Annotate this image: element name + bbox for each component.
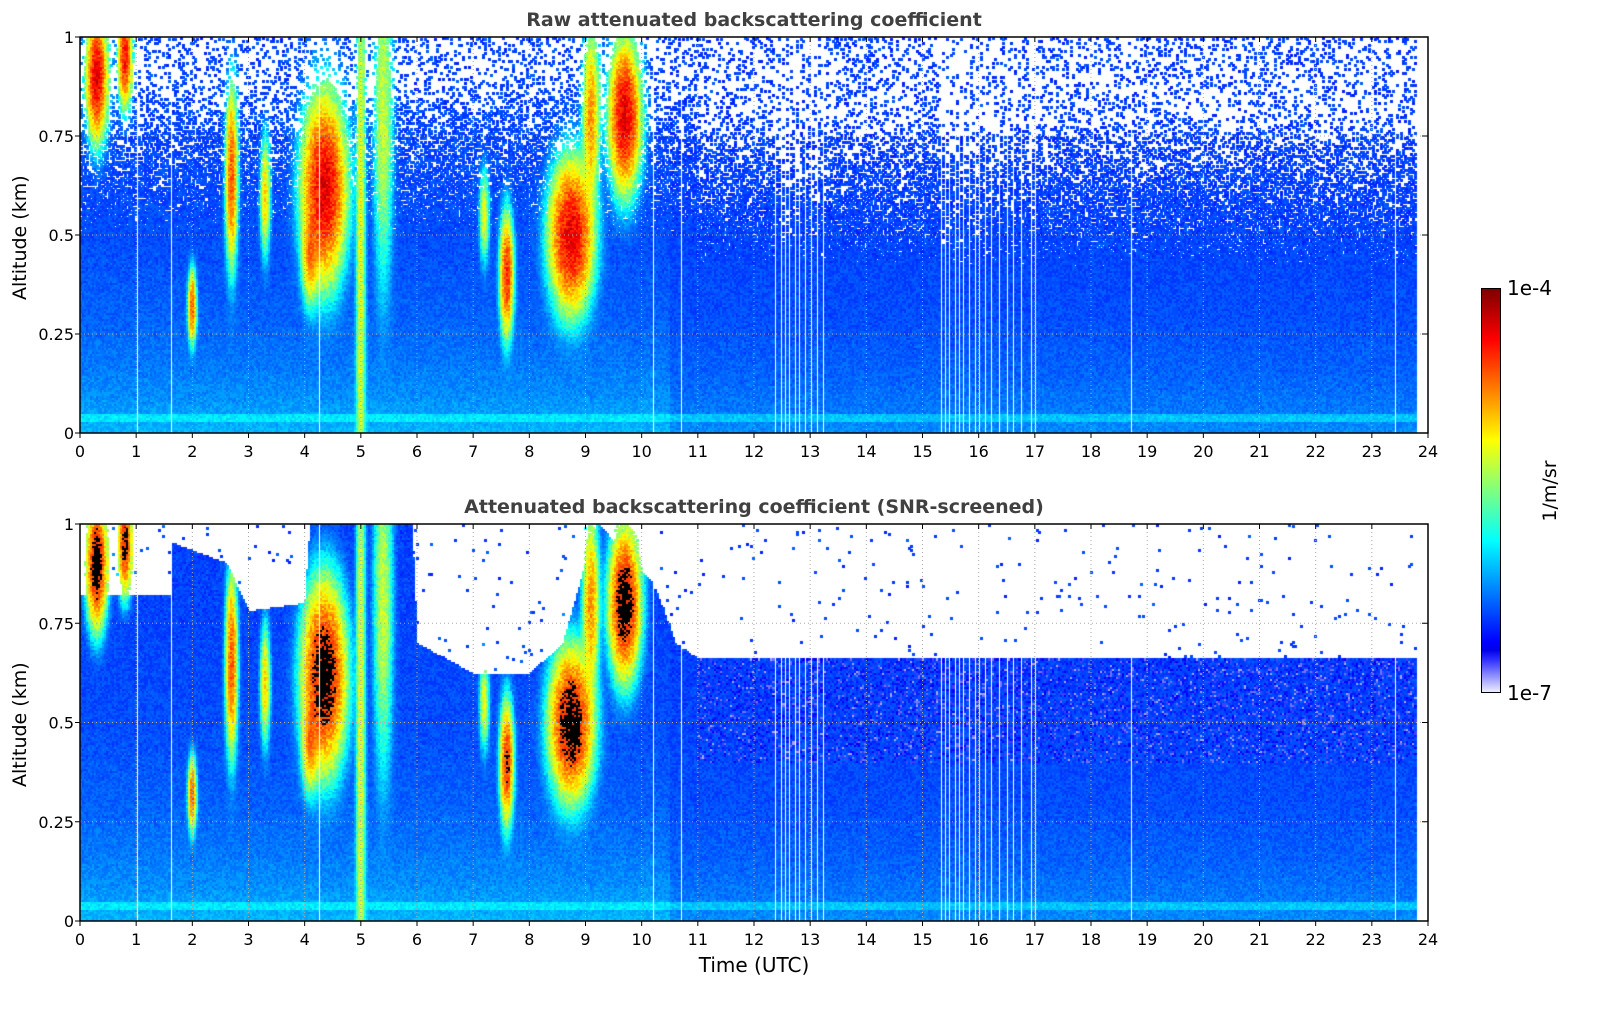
x-tick-label: 1 — [131, 442, 141, 461]
y-tick-label: 0.75 — [38, 127, 74, 146]
x-tick-label: 15 — [912, 930, 932, 949]
axes: 0 1 2 3 4 5 6 7 8 9 10 11 12 13 14 15 16 17 18 19 20 21 22 23 24… — [38, 28, 1438, 461]
top-chart-title: Raw attenuated backscattering coefficien… — [526, 9, 982, 31]
x-tick-label: 13 — [800, 930, 820, 949]
x-tick-label: 14 — [856, 442, 876, 461]
x-tick-label: 4 — [300, 442, 310, 461]
y-tick-label: 0.5 — [49, 714, 74, 733]
y-tick-label: 0.25 — [38, 813, 74, 832]
x-tick-label: 22 — [1305, 930, 1325, 949]
y-tick-label: 0.5 — [49, 226, 74, 245]
plot-frame — [79, 36, 1429, 434]
x-tick-label: 24 — [1418, 930, 1438, 949]
x-tick-label: 6 — [412, 442, 422, 461]
x-tick-label: 10 — [631, 930, 651, 949]
x-tick-label: 7 — [468, 930, 478, 949]
x-tick-label: 5 — [356, 930, 366, 949]
x-tick-label: 12 — [744, 930, 764, 949]
snr-screened-plot: 0 1 2 3 4 5 6 7 8 9 10 11 12 13 14 15 16 17 18 19 20 21 22 23 24… — [38, 515, 1438, 949]
x-tick-label: 12 — [744, 442, 764, 461]
y-tick-label: 1 — [64, 515, 74, 534]
x-tick-label: 19 — [1137, 930, 1157, 949]
x-tick-label: 2 — [187, 930, 197, 949]
x-tick-label: 3 — [243, 442, 253, 461]
x-tick-label: 23 — [1362, 442, 1382, 461]
x-tick-label: 10 — [631, 442, 651, 461]
x-tick-label: 11 — [688, 442, 708, 461]
x-tick-label: 24 — [1418, 442, 1438, 461]
y-tick-label: 1 — [64, 28, 74, 47]
y-tick-label: 0.75 — [38, 614, 74, 633]
x-tick-label: 22 — [1305, 442, 1325, 461]
plot-frame — [79, 523, 1429, 922]
axes: 0 1 2 3 4 5 6 7 8 9 10 11 12 13 14 15 16 17 18 19 20 21 22 23 24… — [38, 515, 1438, 949]
colorbar-max-label: 1e-4 — [1507, 276, 1552, 300]
x-tick-label: 19 — [1137, 442, 1157, 461]
y-tick-label: 0.25 — [38, 325, 74, 344]
x-tick-label: 18 — [1081, 442, 1101, 461]
y-tick-label: 0 — [64, 424, 74, 443]
raw-backscatter-plot: 0 1 2 3 4 5 6 7 8 9 10 11 12 13 14 15 16 17 18 19 20 21 22 23 24… — [38, 28, 1438, 461]
x-tick-label: 14 — [856, 930, 876, 949]
x-tick-label: 11 — [688, 930, 708, 949]
x-tick-label: 6 — [412, 930, 422, 949]
x-tick-label: 9 — [580, 930, 590, 949]
x-tick-label: 8 — [524, 442, 534, 461]
x-tick-label: 0 — [75, 930, 85, 949]
x-tick-label: 20 — [1193, 442, 1213, 461]
x-tick-label: 2 — [187, 442, 197, 461]
x-tick-label: 16 — [968, 930, 988, 949]
x-tick-label: 20 — [1193, 930, 1213, 949]
x-axis-label: Time (UTC) — [698, 953, 810, 977]
x-tick-label: 17 — [1025, 930, 1045, 949]
x-tick-label: 17 — [1025, 442, 1045, 461]
top-y-axis-label: Altitude (km) — [9, 175, 31, 300]
x-tick-label: 0 — [75, 442, 85, 461]
x-tick-label: 5 — [356, 442, 366, 461]
x-tick-label: 1 — [131, 930, 141, 949]
x-tick-label: 23 — [1362, 930, 1382, 949]
x-tick-label: 21 — [1249, 930, 1269, 949]
x-tick-label: 7 — [468, 442, 478, 461]
y-tick-label: 0 — [64, 912, 74, 931]
bottom-y-axis-label: Altitude (km) — [9, 662, 31, 787]
x-tick-label: 3 — [243, 930, 253, 949]
x-tick-label: 16 — [968, 442, 988, 461]
colorbar-label: 1/m/sr — [1539, 460, 1561, 522]
x-tick-label: 4 — [300, 930, 310, 949]
colorbar-min-label: 1e-7 — [1507, 681, 1552, 705]
x-tick-label: 15 — [912, 442, 932, 461]
x-tick-label: 9 — [580, 442, 590, 461]
x-tick-label: 13 — [800, 442, 820, 461]
x-tick-label: 21 — [1249, 442, 1269, 461]
colorbar — [1481, 288, 1501, 693]
x-tick-label: 18 — [1081, 930, 1101, 949]
bottom-chart-title: Attenuated backscattering coefficient (S… — [464, 496, 1044, 518]
x-tick-label: 8 — [524, 930, 534, 949]
